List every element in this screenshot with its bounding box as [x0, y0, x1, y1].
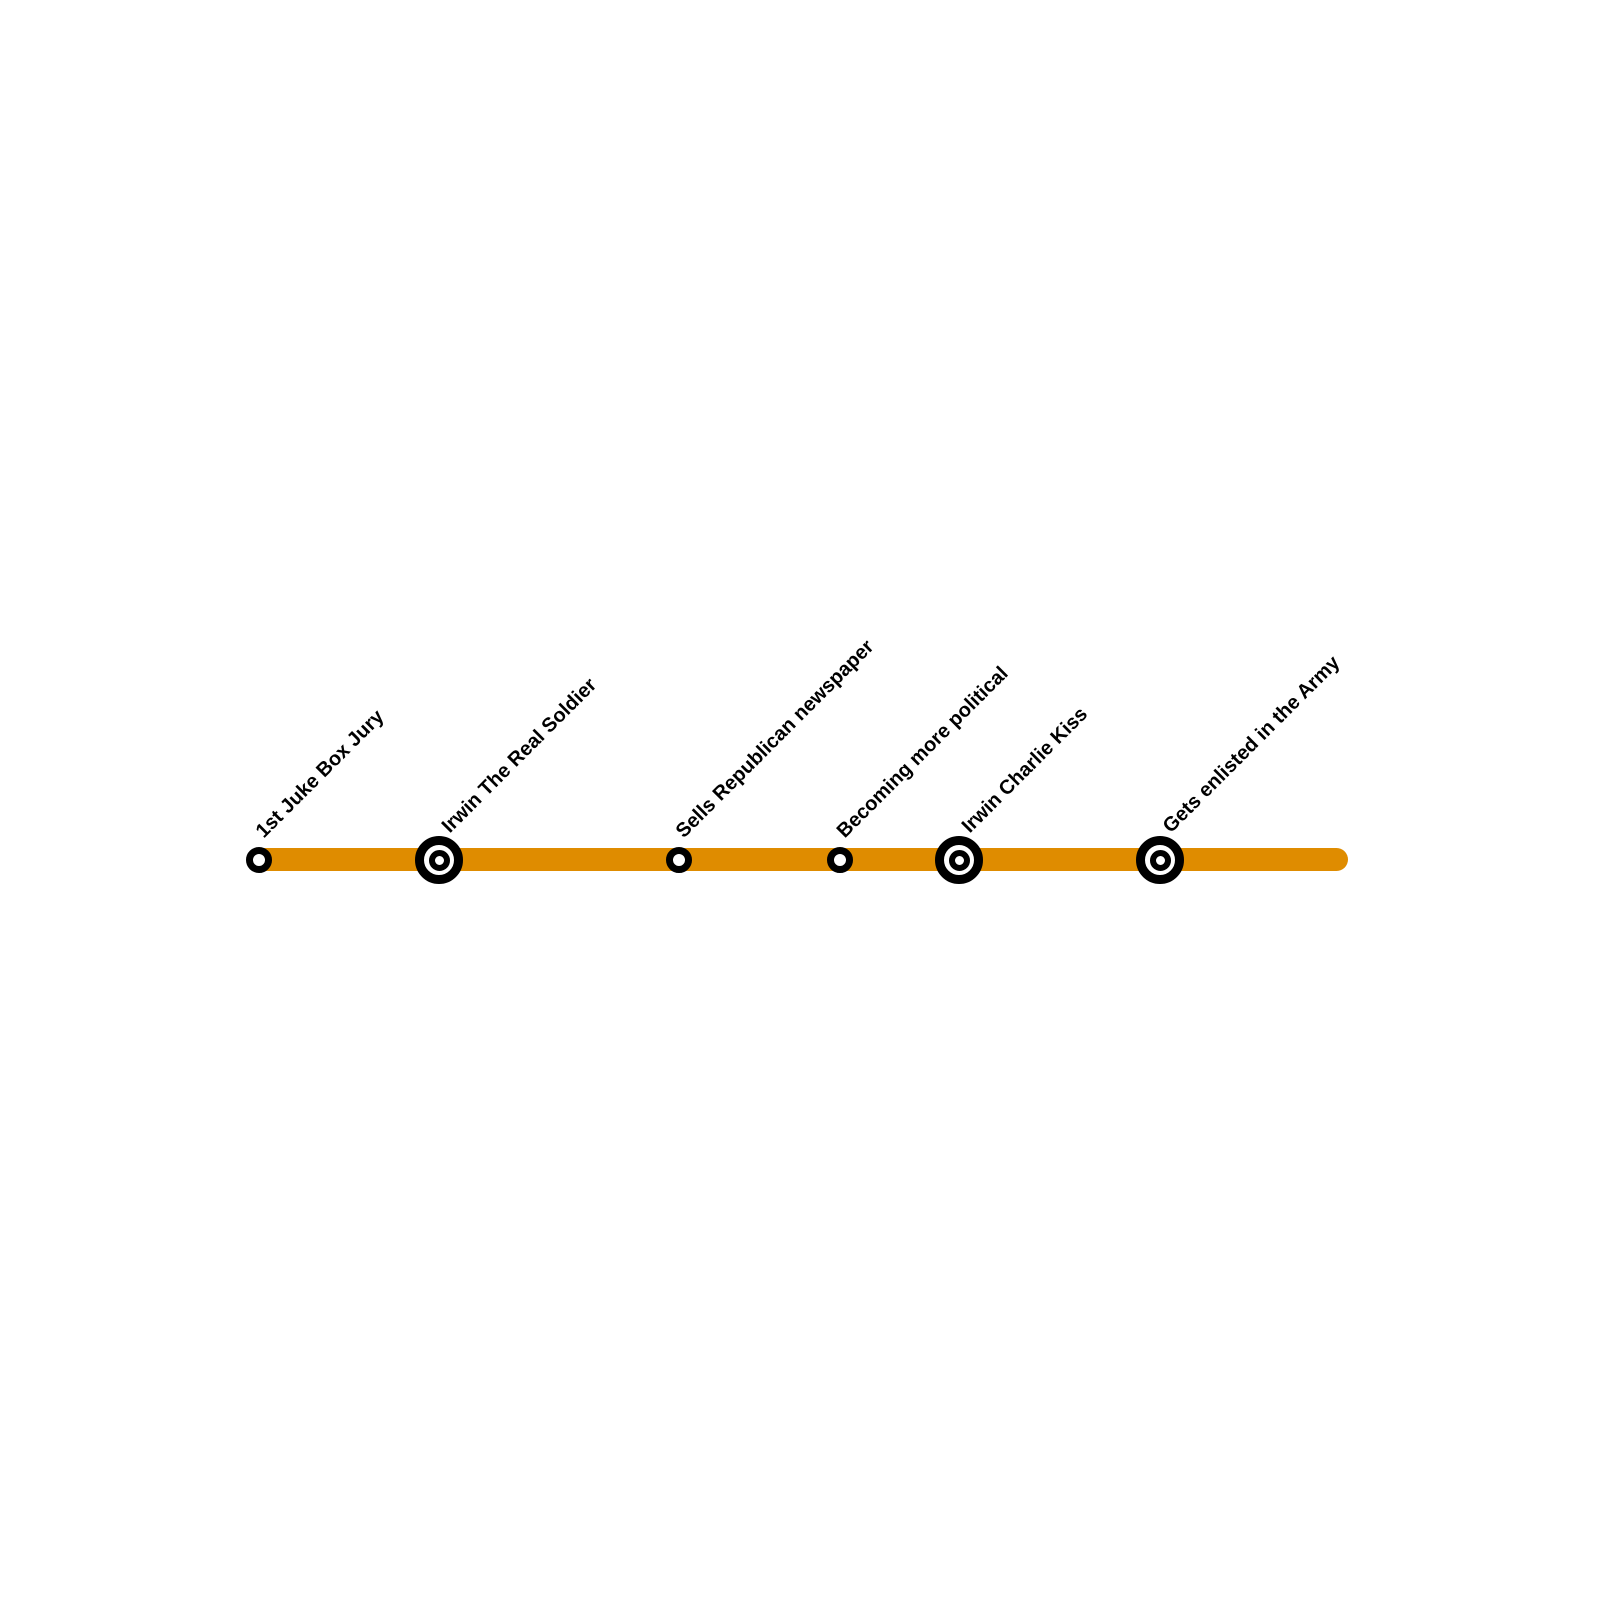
- station-label: Gets enlisted in the Army: [1158, 651, 1345, 838]
- station-label: 1st Juke Box Jury: [251, 705, 389, 843]
- station-stop-marker: [666, 847, 692, 873]
- station-stop-marker: [246, 847, 272, 873]
- station-interchange-marker: [935, 836, 983, 884]
- interchange-inner-ring: [428, 849, 450, 871]
- timeline-line: [250, 848, 1348, 871]
- interchange-inner-ring: [1149, 849, 1171, 871]
- station-stop-marker: [827, 847, 853, 873]
- station-interchange-marker: [1136, 836, 1184, 884]
- interchange-inner-ring: [948, 849, 970, 871]
- station-label: Irwin Charlie Kiss: [957, 703, 1092, 838]
- station-label: Irwin The Real Soldier: [437, 673, 602, 838]
- station-interchange-marker: [415, 836, 463, 884]
